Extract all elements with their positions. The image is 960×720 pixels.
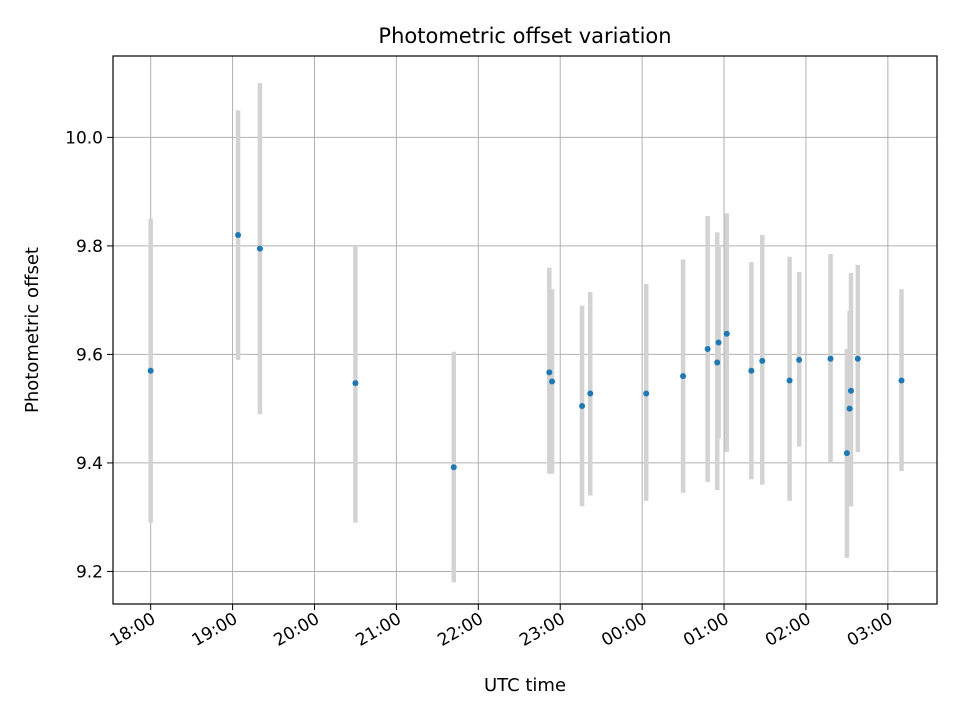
data-point <box>256 245 263 252</box>
x-axis-ticks: 18:00 19:00 20:00 21:00 22:00 23:00 00:00 01:00… <box>107 604 896 651</box>
data-point <box>352 380 359 387</box>
data-point <box>843 450 850 457</box>
y-tick-label: 10.0 <box>65 128 103 148</box>
plot-frame <box>112 55 938 605</box>
data-point <box>748 367 755 374</box>
data-point <box>759 357 766 364</box>
data-point <box>714 359 721 366</box>
data-point <box>587 390 594 397</box>
x-tick-label: 03:00 <box>844 609 896 651</box>
x-tick-label: 02:00 <box>762 609 814 651</box>
x-tick-label: 21:00 <box>352 609 404 651</box>
y-axis-label: Photometric offset <box>22 247 43 413</box>
data-point <box>680 373 687 380</box>
x-tick-label: 23:00 <box>516 609 568 651</box>
x-tick-label: 01:00 <box>680 609 732 651</box>
data-point <box>549 378 556 385</box>
data-point <box>450 464 457 471</box>
data-point <box>546 369 553 376</box>
data-point <box>579 402 586 409</box>
data-point <box>715 339 722 346</box>
data-point <box>786 377 793 384</box>
x-axis-label: UTC time <box>484 675 566 696</box>
x-tick-label: 22:00 <box>434 609 486 651</box>
data-point <box>827 355 834 362</box>
y-axis-ticks: 9.2 9.4 9.6 9.8 10.0 <box>65 128 113 582</box>
data-point <box>898 377 905 384</box>
data-point <box>854 355 861 362</box>
x-tick-label: 00:00 <box>598 609 650 651</box>
data-point <box>643 390 650 397</box>
chart-title: Photometric offset variation <box>378 24 671 48</box>
data-point <box>704 345 711 352</box>
data-point <box>235 232 242 239</box>
data-point <box>796 356 803 363</box>
data-point <box>723 330 730 337</box>
y-tick-label: 9.6 <box>76 345 103 365</box>
errorbar-layer <box>148 83 904 583</box>
y-tick-label: 9.2 <box>76 562 103 582</box>
data-point <box>846 405 853 412</box>
x-tick-label: 18:00 <box>107 609 159 651</box>
point-layer <box>147 232 905 471</box>
y-tick-label: 9.8 <box>76 237 103 257</box>
data-point <box>147 367 154 374</box>
x-tick-label: 19:00 <box>189 609 241 651</box>
y-tick-label: 9.4 <box>76 454 103 474</box>
x-tick-label: 20:00 <box>271 609 323 651</box>
data-point <box>847 387 854 394</box>
